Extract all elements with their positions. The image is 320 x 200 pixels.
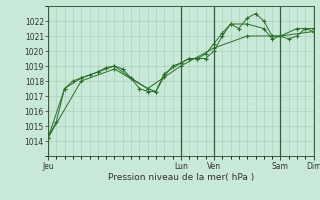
X-axis label: Pression niveau de la mer( hPa ): Pression niveau de la mer( hPa ) xyxy=(108,173,254,182)
